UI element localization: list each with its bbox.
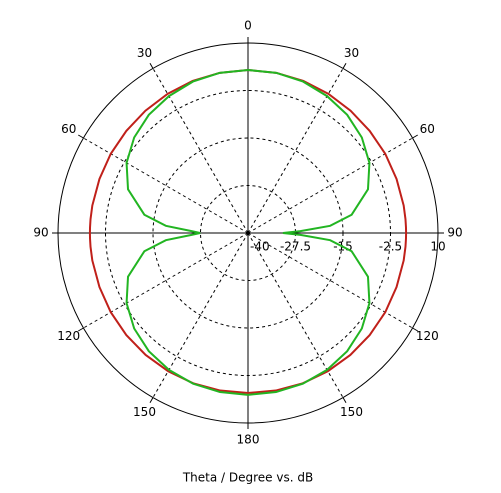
- tick-mark: [412, 327, 418, 332]
- r-tick-label: -2.5: [379, 240, 402, 254]
- theta-tick-label: 150: [133, 405, 156, 419]
- theta-tick-label: 120: [416, 329, 439, 343]
- spoke: [247, 232, 344, 398]
- theta-tick-label: 90: [33, 226, 48, 240]
- series-line: [88, 68, 408, 394]
- theta-tick-label: 150: [340, 405, 363, 419]
- theta-tick-label: 0: [244, 19, 252, 33]
- theta-tick-label: 120: [57, 329, 80, 343]
- theta-tick-label: 180: [237, 433, 260, 447]
- theta-tick-label: 60: [61, 122, 76, 136]
- theta-tick-label: 60: [420, 122, 435, 136]
- series-line: [125, 68, 371, 396]
- tick-mark: [412, 134, 418, 139]
- tick-mark: [78, 327, 84, 332]
- tick-mark: [149, 63, 154, 69]
- theta-tick-label: 30: [344, 46, 359, 60]
- grid-ring: [200, 185, 296, 281]
- tick-mark: [342, 397, 347, 403]
- grid-ring: [105, 90, 391, 376]
- outer-ring: [57, 42, 439, 424]
- r-tick-label: 10: [430, 240, 445, 254]
- theta-tick-label: 30: [137, 46, 152, 60]
- theta-tick-label: 90: [447, 226, 462, 240]
- tick-mark: [78, 134, 84, 139]
- x-axis-label: Theta / Degree vs. dB: [182, 471, 313, 485]
- tick-mark: [342, 63, 347, 69]
- spoke: [83, 137, 249, 234]
- tick-mark: [149, 397, 154, 403]
- r-tick-label: -40: [250, 240, 270, 254]
- r-tick-label: -27.5: [280, 240, 311, 254]
- grid-ring: [152, 137, 344, 329]
